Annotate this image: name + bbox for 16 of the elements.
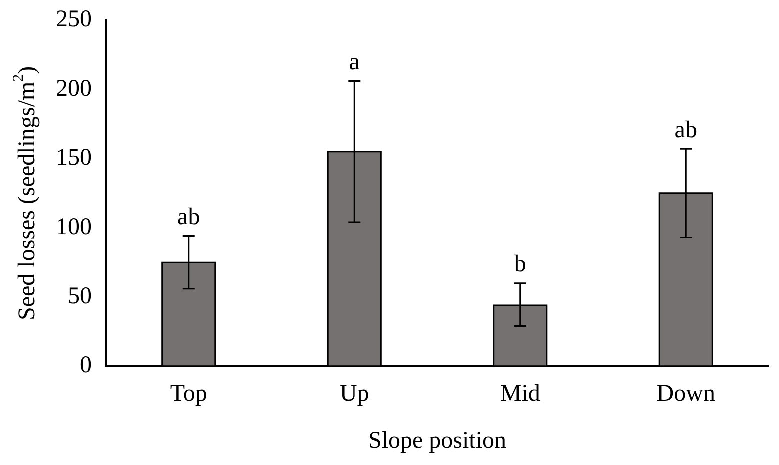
y-tick-label: 50 [68,283,92,310]
y-tick-label: 100 [56,214,92,240]
y-axis-title: Seed losses (seedlings/m2) [10,66,40,320]
annotation: b [514,252,526,278]
y-tick-label: 0 [80,352,92,379]
x-tick-label: Top [170,381,208,408]
x-axis-title: Slope position [368,428,507,454]
y-tick-label: 200 [56,76,92,102]
x-tick-label: Down [656,381,716,408]
annotation: ab [674,117,698,144]
y-tick-label: 150 [56,145,92,172]
annotation: a [349,50,360,76]
y-tick-label: 250 [56,6,92,33]
x-tick-label: Mid [500,381,540,408]
annotation: ab [178,204,200,231]
x-tick-label: Up [340,381,370,408]
